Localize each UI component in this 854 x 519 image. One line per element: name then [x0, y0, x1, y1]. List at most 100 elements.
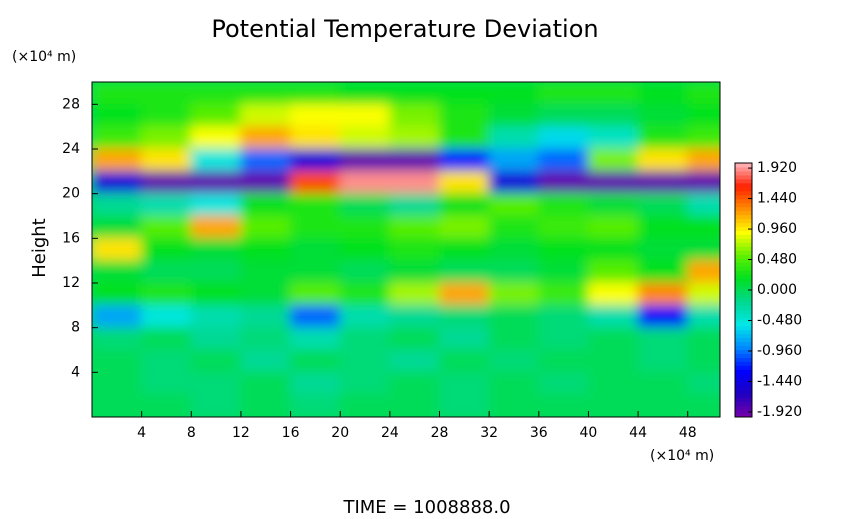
field-cell	[290, 148, 341, 172]
colorbar-swatch	[735, 266, 752, 271]
field-cell	[339, 282, 391, 306]
colorbar-swatch	[735, 385, 752, 390]
colorbar-swatch	[735, 222, 752, 227]
field-cell	[92, 349, 143, 373]
colorbar-swatch	[735, 170, 752, 176]
field-cell	[538, 394, 589, 417]
axes: 4 8 12 16 20 24 28 32 36 40 44 484812162024281.9201…	[62, 81, 802, 441]
colorbar-swatch	[735, 262, 752, 267]
field-cell	[488, 282, 540, 306]
field-cell	[488, 170, 540, 195]
field-cell	[587, 327, 639, 351]
field-cell	[92, 148, 143, 172]
field-cell	[240, 237, 292, 262]
field-cell	[587, 304, 639, 329]
field-cell	[240, 103, 292, 128]
colorbar-tick-label: 0.960	[757, 221, 797, 237]
colorbar-swatch	[735, 282, 752, 287]
footer-time: TIME = 1008888.0	[342, 497, 510, 518]
field-cell	[190, 349, 242, 373]
field-cell	[240, 82, 292, 105]
colorbar-swatch	[735, 321, 752, 327]
colorbar-swatch	[735, 166, 752, 172]
field-cell	[538, 260, 589, 284]
field-cell	[92, 282, 143, 306]
field-cell	[637, 126, 689, 150]
field-cell	[141, 304, 192, 329]
field-cell	[439, 349, 490, 373]
field-cell	[439, 394, 490, 417]
colorbar-swatch	[735, 389, 752, 394]
field-cell	[389, 394, 441, 417]
field-cell	[290, 371, 341, 396]
colorbar-swatch	[735, 186, 752, 192]
field-cell	[389, 371, 441, 396]
colorbar-swatch	[735, 325, 752, 331]
colorbar-swatch	[735, 270, 752, 275]
field-cell	[240, 215, 292, 239]
field-cell	[389, 193, 441, 217]
field-cell	[190, 394, 242, 417]
field-cell	[538, 327, 589, 351]
field-cell	[439, 170, 490, 195]
field-cell	[538, 215, 589, 239]
field-cell	[488, 260, 540, 284]
field-cell	[339, 170, 391, 195]
field-cell	[637, 371, 689, 396]
field-cell	[141, 371, 192, 396]
field-cell	[141, 349, 192, 373]
field-cell	[240, 304, 292, 329]
x-unit: (×10⁴ m)	[650, 448, 714, 464]
field-cell	[687, 215, 720, 239]
colorbar-swatch	[735, 206, 752, 212]
field-cell	[190, 327, 242, 351]
field-cell	[92, 260, 143, 284]
colorbar-tick-label: -1.920	[757, 404, 802, 420]
colorbar-tick-label: -0.480	[757, 312, 802, 328]
field-cell	[190, 237, 242, 262]
field-cell	[637, 193, 689, 217]
field-cell	[587, 237, 639, 262]
field-cell	[190, 82, 242, 105]
field-cell	[687, 170, 720, 195]
field-cell	[339, 193, 391, 217]
colorbar-swatch	[735, 413, 752, 418]
field-cell	[389, 170, 441, 195]
field-cell	[389, 237, 441, 262]
field-cell	[240, 282, 292, 306]
field-cell	[389, 126, 441, 150]
field-cell	[240, 327, 292, 351]
field-cell	[190, 148, 242, 172]
colorbar-swatch	[735, 313, 752, 319]
field-cell	[538, 304, 589, 329]
field-cell	[290, 215, 341, 239]
field-cell	[687, 82, 720, 105]
field-cell	[389, 327, 441, 351]
colorbar-tick-label: 1.440	[757, 191, 797, 207]
field-cell	[141, 103, 192, 128]
x-tick-label: 12	[232, 425, 250, 441]
field-cell	[141, 215, 192, 239]
field-cell	[339, 327, 391, 351]
colorbar-swatch	[735, 365, 752, 370]
colorbar-swatch	[735, 250, 752, 255]
field-cell	[587, 148, 639, 172]
field-cell	[488, 126, 540, 150]
field-cell	[339, 237, 391, 262]
field-cell	[538, 148, 589, 172]
colorbar-swatch	[735, 242, 752, 247]
field-cell	[290, 282, 341, 306]
colorbar-swatch	[735, 397, 752, 402]
colorbar-swatch	[735, 254, 752, 259]
colorbar-swatch	[735, 226, 752, 231]
colorbar-swatch	[735, 210, 752, 216]
field-cell	[637, 148, 689, 172]
x-tick-label: 24	[381, 425, 399, 441]
field-cell	[687, 193, 720, 217]
colorbar-tick-label: 0.480	[757, 252, 797, 268]
y-axis-label: Height	[29, 218, 50, 278]
field-cell	[190, 304, 242, 329]
field-cell	[240, 371, 292, 396]
colorbar-swatch	[735, 381, 752, 386]
y-tick-label: 16	[62, 230, 80, 246]
